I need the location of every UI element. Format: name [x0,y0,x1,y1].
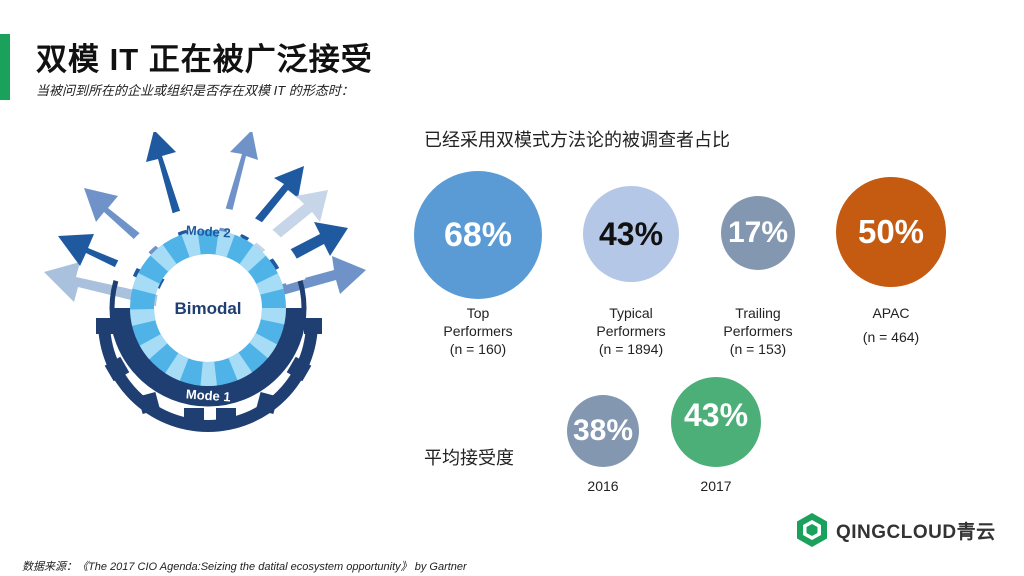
label-line2: Performers [596,323,666,339]
mode2-label: Mode 2 [185,222,231,240]
stat-label-top: Top Performers (n = 160) [418,304,538,358]
label-line3: (n = 153) [729,341,787,357]
stat-circle-typical: 43% [583,186,679,282]
logo-text: QINGCLOUD青云 [836,521,996,543]
stat-circle-trailing: 17% [721,196,795,270]
arrow-upper-left [84,188,176,270]
arrow-right-mid [268,256,366,298]
stat-value: 50% [857,213,925,250]
label-line1: APAC [872,305,910,321]
avg-value: 38% [572,414,634,447]
stat-label-trailing: Trailing Performers (n = 153) [698,304,818,358]
center-label: Bimodal [174,299,241,318]
stat-value: 43% [598,215,664,252]
stat-value: 68% [443,215,513,254]
label-line3: (n = 1894) [598,341,664,357]
mode1-label: Mode 1 [185,386,231,404]
label-line2: Performers [723,323,793,339]
bimodal-graphic: Bimodal Mode 2 Mode 1 [44,132,366,432]
label-line1: Trailing [735,305,781,321]
source-footnote: 数据来源：《The 2017 CIO Agenda:Seizing the da… [22,561,467,573]
label-line1: Typical [609,305,653,321]
label-line2: Performers [443,323,513,339]
year-2016: 2016 [587,478,619,494]
page-title: 双模 IT 正在被广泛接受 [36,42,373,77]
label-line3: (n = 464) [862,329,920,345]
page-subtitle: 当被问到所在的企业或组织是否存在双模 IT 的形态时： [36,83,354,98]
stat-value: 17% [727,216,789,249]
accent-bar [0,34,10,100]
stat-circle-top: 68% [414,171,542,299]
year-2017: 2017 [700,478,732,494]
average-label: 平均接受度 [424,448,514,468]
stat-label-apac: APAC (n = 464) [831,304,951,346]
qingcloud-logo: QINGCLOUD青云 [794,512,996,548]
stat-label-typical: Typical Performers (n = 1894) [571,304,691,358]
gear [96,318,322,432]
label-line1: Top [466,305,490,321]
stat-circle-apac: 50% [836,177,946,287]
adoption-heading: 已经采用双模式方法论的被调查者占比 [424,130,730,150]
avg-circle-2016: 38% [567,395,639,467]
avg-value: 43% [683,396,749,433]
avg-circle-2017: 43% [671,377,761,467]
label-line3: (n = 160) [449,341,507,357]
qingcloud-logo-icon [797,513,827,547]
